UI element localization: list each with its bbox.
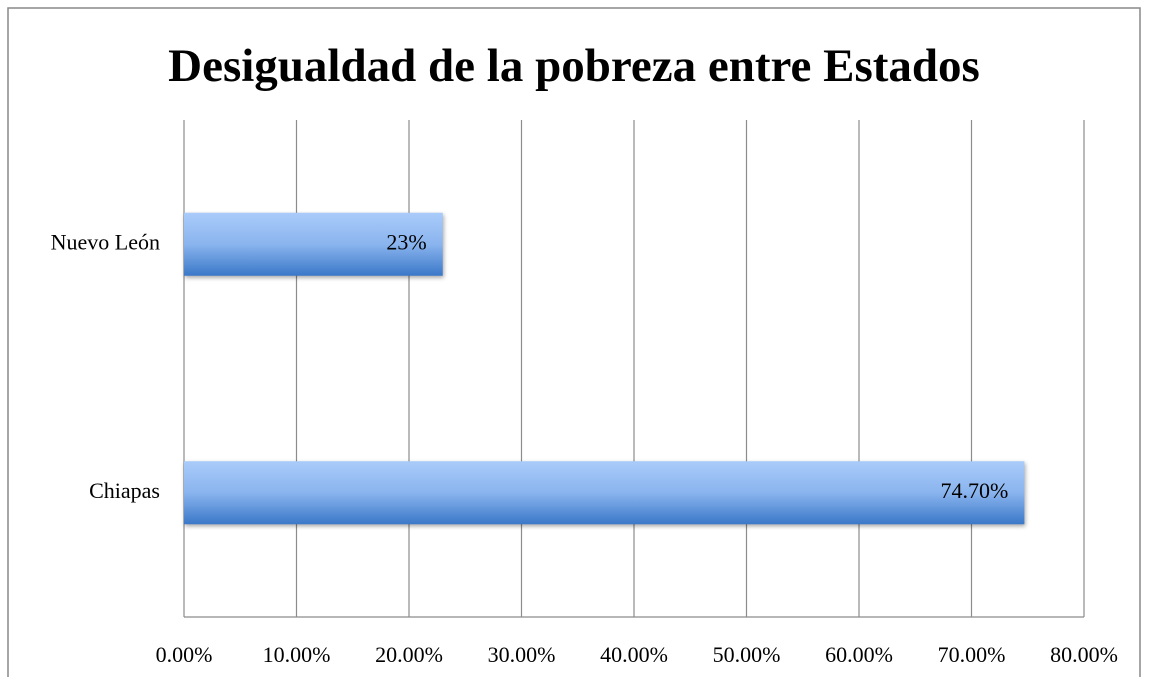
value-label: 74.70% <box>941 478 1009 503</box>
chart-title: Desigualdad de la pobreza entre Estados <box>168 40 980 92</box>
x-tick-label: 40.00% <box>600 642 668 667</box>
chart-frame <box>7 7 1141 677</box>
x-tick-label: 30.00% <box>488 642 556 667</box>
x-tick-label: 20.00% <box>375 642 443 667</box>
y-tick-label: Chiapas <box>89 478 160 503</box>
bar <box>184 461 1025 525</box>
y-tick-label: Nuevo León <box>51 229 160 254</box>
x-tick-label: 80.00% <box>1050 642 1118 667</box>
x-tick-label: 10.00% <box>263 642 331 667</box>
x-tick-label: 60.00% <box>825 642 893 667</box>
x-tick-label: 70.00% <box>938 642 1006 667</box>
x-tick-label: 50.00% <box>713 642 781 667</box>
bar <box>184 212 443 276</box>
value-label: 23% <box>386 229 426 254</box>
x-tick-label: 0.00% <box>156 642 213 667</box>
